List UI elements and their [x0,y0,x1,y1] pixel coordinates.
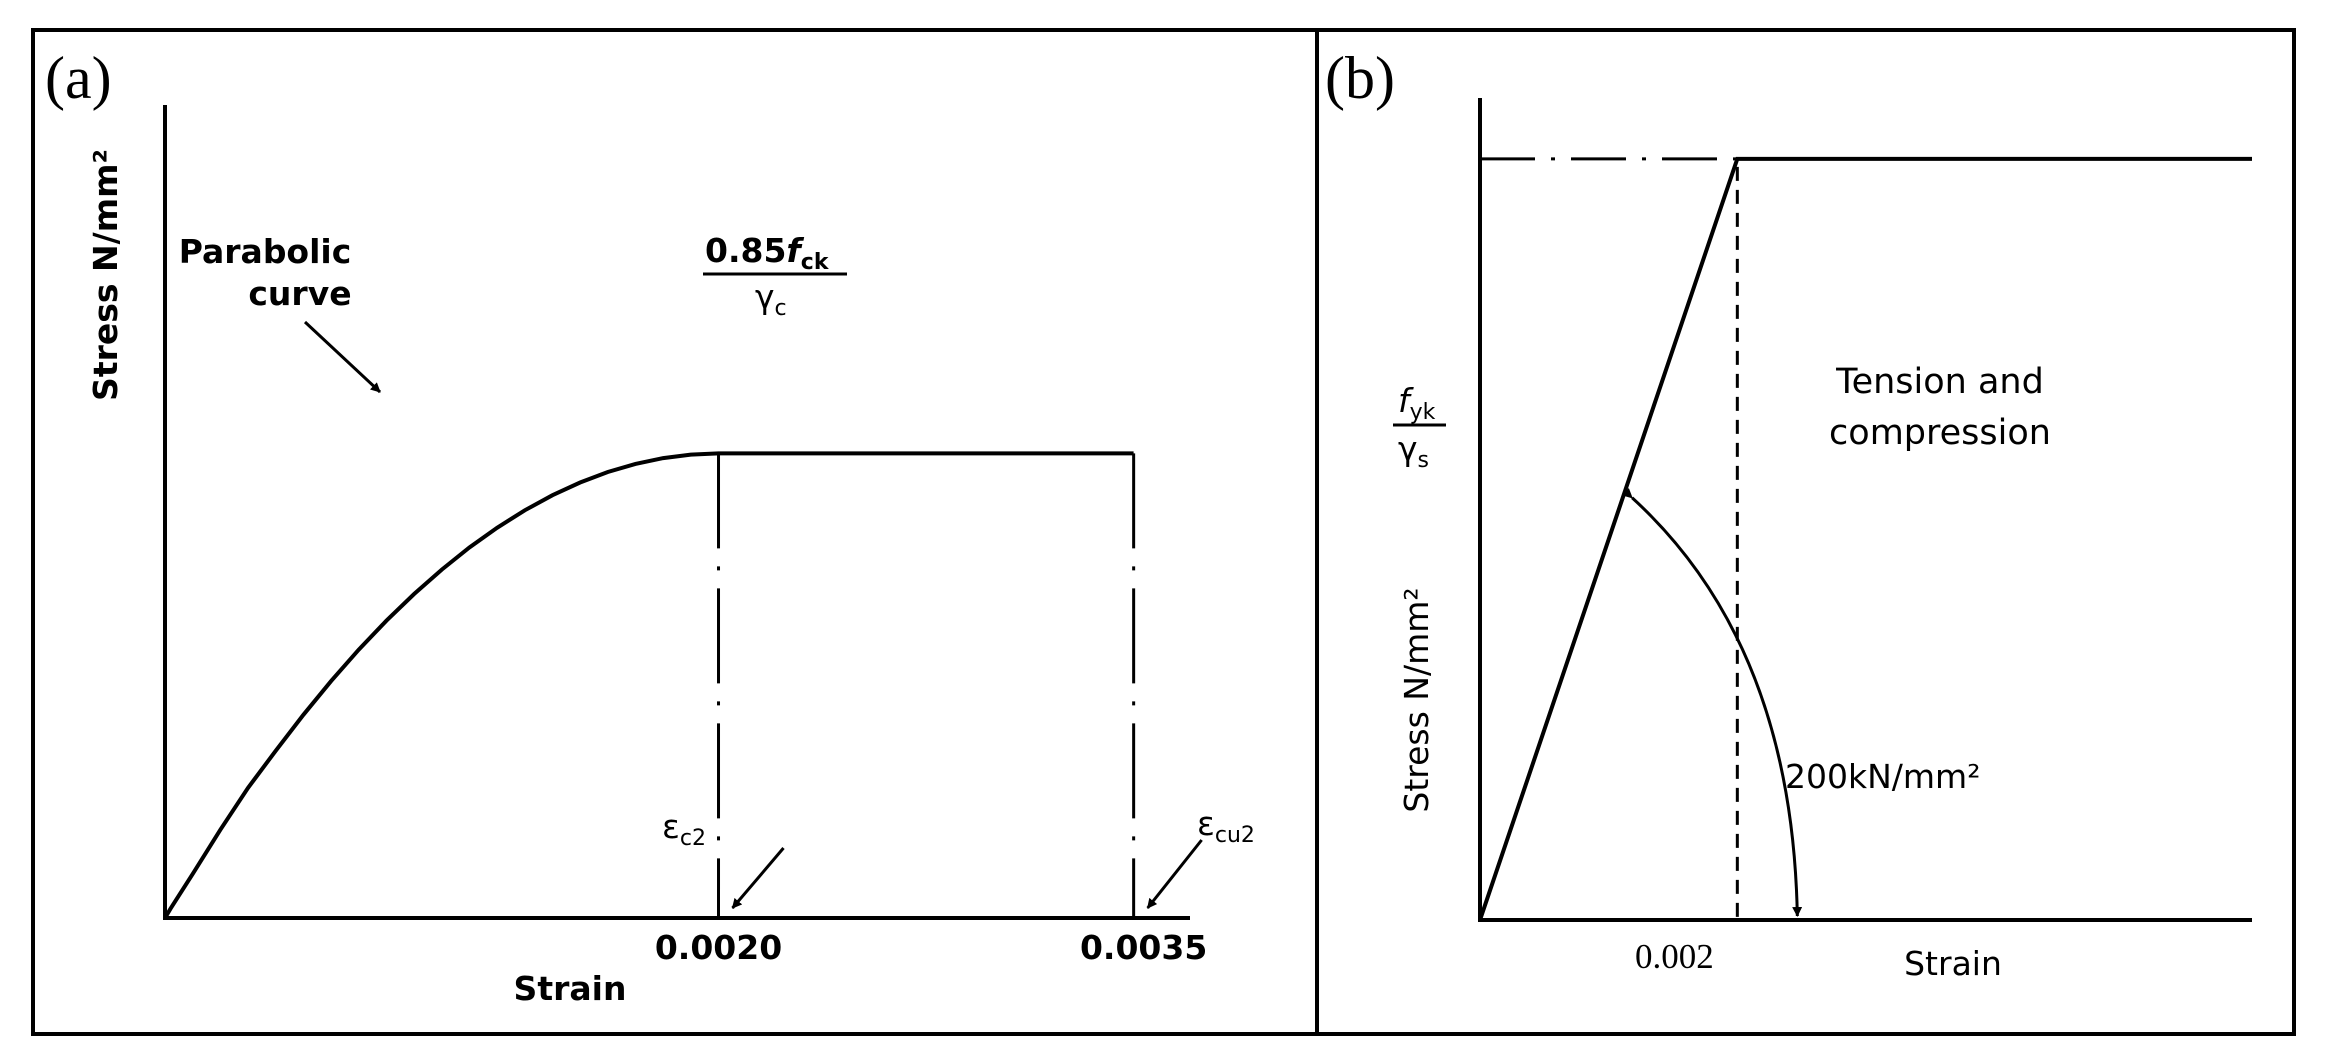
panel-b-yield-f-sub: yk [1410,400,1436,425]
figure-frame [31,28,2296,1036]
panel-a-eps-cu2-sub: cu2 [1215,823,1255,848]
panel-a-y-axis-label: Stress N/mm² [86,149,125,401]
panel-b-x-axis-label: Strain [1904,944,2002,983]
panel-a-plateau-f-sub: ck [801,250,830,275]
panel-a-curve-label-arrow [303,320,382,394]
panel-b-yield-denominator: γs [1398,429,1429,473]
panel-a-x-axis-label: Strain [514,969,627,1008]
panel-a-eps-cu2-label: εcu2 [1197,804,1255,848]
panel-a-plateau-numerator: 0.85fck [705,231,830,275]
panel-a-eps-c2-sub: c2 [680,826,706,851]
panel-a-curve-label-line1: Parabolic [179,232,352,271]
panel-a-eps-c2-arrow [731,847,785,909]
panel-a-label: (a) [45,45,112,111]
panel-b-yield-numerator: fyk [1398,381,1436,425]
panel-b-region-label-line1: Tension and [1835,362,2044,402]
panel-b-modulus-arc [1622,488,1803,917]
panel-a-x-tick-2: 0.0035 [1080,928,1207,967]
panel-a-plateau-gamma: γ [755,277,775,316]
panel-b: (b) Stress N/mm² fyk γs Tension and comp… [1325,45,2252,983]
panel-b-yield-gamma: γ [1398,429,1418,468]
panel-b-modulus-label: 200kN/mm² [1785,757,1980,796]
panel-a-plateau-coef: 0.85 [705,231,786,270]
panel-b-yield-gamma-sub: s [1418,448,1429,473]
panel-a-plateau-f: f [786,231,804,270]
panel-a-eps-cu2-arrow [1146,839,1203,909]
panel-a: (a) Stress N/mm² 0.0020 0.0035 Strain Pa… [45,45,1255,1008]
panel-a-eps-cu2-symbol: ε [1197,804,1215,843]
panel-b-series-line [1478,156,2252,921]
panel-b-x-tick-1: 0.002 [1635,937,1714,976]
panel-a-series-line [163,451,1134,920]
panel-a-curve-label-line2: curve [248,274,351,313]
panel-a-eps-c2-symbol: ε [662,807,680,846]
panel-b-region-label-line2: compression [1829,413,2051,453]
panel-a-eps-c2-label: εc2 [662,807,706,851]
panel-a-plateau-denominator: γc [755,277,787,321]
panel-b-label: (b) [1325,45,1395,111]
panel-a-x-tick-1: 0.0020 [655,928,782,967]
panel-a-plateau-gamma-sub: c [775,296,787,321]
panel-b-y-axis-label: Stress N/mm² [1397,587,1436,812]
